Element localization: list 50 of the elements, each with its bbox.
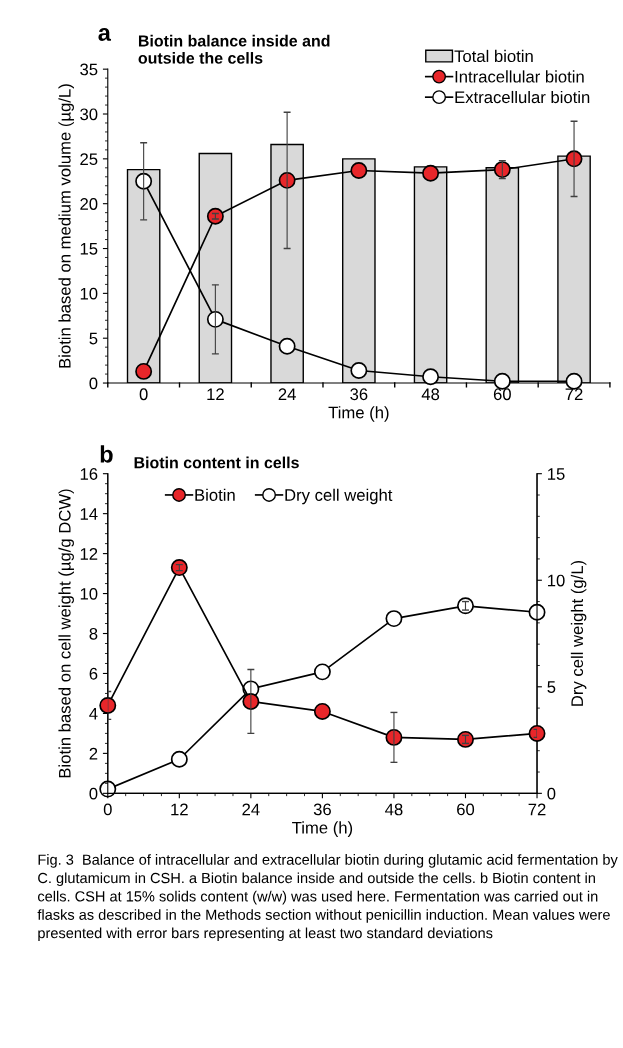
y-tick-label: 12 [80, 548, 98, 560]
y-tick-label: 30 [80, 108, 98, 121]
legend-label: Dry cell weight [285, 488, 393, 505]
y2-tick-label: 5 [547, 681, 556, 693]
text: a [98, 28, 112, 41]
x-tick-label: 36 [313, 803, 331, 816]
y-tick-label: 2 [89, 747, 98, 760]
y-tick-label: 20 [80, 198, 98, 210]
x-tick-label: 0 [103, 803, 112, 816]
y-tick-label: 16 [80, 468, 98, 480]
y-tick-label: 0 [89, 787, 98, 800]
x-tick-label: 60 [493, 388, 511, 401]
y-tick-label: 15 [80, 243, 98, 255]
y-tick-label: 0 [89, 377, 98, 390]
legend-label: Total biotin [454, 49, 533, 63]
y-tick-label: 14 [80, 508, 98, 520]
y-tick-label: 10 [80, 287, 98, 300]
chart-title: Biotin balance inside and outside the cells [138, 34, 330, 64]
x-tick-label: 0 [139, 388, 148, 401]
y2-tick-label: 10 [548, 574, 565, 587]
x-tick-label: 36 [350, 388, 368, 401]
x-axis-title: Time (h) [328, 406, 389, 422]
y-axis-title: Biotin based on medium volume (µg/L) [58, 84, 74, 368]
x-tick-label: 48 [421, 388, 440, 401]
y-tick-label: 35 [80, 63, 98, 76]
caption: Fig. 3 Balance of intracellular and extracellular biotin during glutamic acid fermentation by C. glutamicum in CSH. a Biotin balance inside and outside the cells. b Biotin content in cells. CSH at 15% solids content (w/w) was used here. Fermentation was carried out in flasks as described in the Methods section without penicillin induction. Mean values were presented with error bars representing at least two standard deviations [37, 854, 618, 942]
y2-axis-title: Dry cell weight (g/L) [570, 560, 587, 706]
x-tick-label: 72 [565, 388, 583, 400]
y2-tick-label: 15 [548, 468, 565, 480]
chart-title: Biotin content in cells [134, 456, 299, 469]
x-tick-label: 60 [457, 803, 475, 816]
x-axis-title: Time (h) [292, 821, 353, 837]
legend-label: Biotin [195, 488, 235, 501]
y-tick-label: 8 [89, 627, 98, 640]
x-tick-label: 24 [278, 388, 296, 400]
y-tick-label: 6 [89, 667, 98, 680]
x-tick-label: 24 [242, 803, 260, 816]
text: b [100, 445, 113, 463]
y-tick-label: 4 [89, 708, 98, 720]
legend-label: Intracellular biotin [455, 70, 584, 83]
y-axis-title: Biotin based on cell weight (µg/g DCW) [58, 489, 74, 778]
x-tick-label: 12 [207, 388, 224, 400]
x-tick-label: 12 [171, 803, 188, 816]
x-tick-label: 72 [528, 803, 546, 816]
y-tick-label: 5 [89, 332, 98, 345]
x-tick-label: 48 [385, 803, 403, 816]
legend-label: Extracellular biotin [455, 90, 590, 104]
y-tick-label: 25 [80, 153, 98, 166]
y-tick-label: 10 [80, 587, 98, 600]
y2-tick-label: 0 [547, 787, 556, 800]
